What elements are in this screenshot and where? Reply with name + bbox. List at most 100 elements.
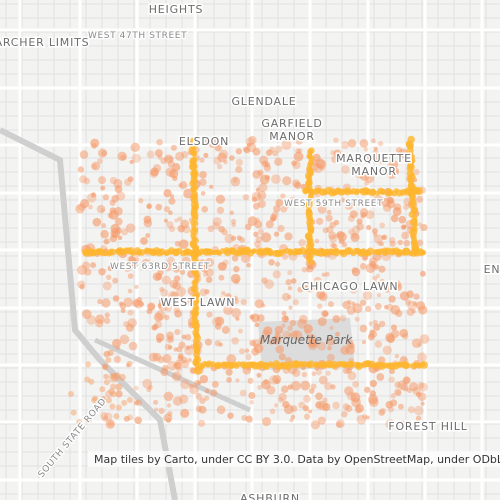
point: [273, 205, 281, 213]
point: [187, 357, 192, 363]
point: [218, 149, 229, 159]
point: [123, 415, 130, 422]
point: [105, 274, 112, 281]
point: [259, 174, 270, 185]
point: [85, 417, 92, 424]
point: [372, 149, 379, 157]
point: [70, 409, 77, 416]
point: [127, 273, 134, 279]
point: [274, 261, 281, 267]
point: [400, 420, 405, 425]
point: [375, 273, 381, 279]
point: [163, 413, 173, 423]
point: [212, 221, 220, 230]
point: [264, 279, 274, 289]
place-label: MARQUETTE: [336, 152, 412, 165]
point: [341, 410, 348, 418]
point: [97, 158, 103, 164]
point: [212, 217, 222, 227]
point: [200, 138, 208, 146]
point: [273, 231, 280, 237]
point: [100, 185, 106, 191]
point: [103, 317, 111, 325]
point: [189, 384, 199, 395]
point: [221, 326, 230, 334]
point: [116, 345, 121, 351]
point: [419, 334, 430, 344]
point: [339, 314, 347, 322]
point: [245, 415, 253, 423]
point: [298, 401, 306, 409]
point: [400, 355, 408, 363]
point: [213, 156, 222, 165]
point: [114, 217, 123, 226]
point: [352, 303, 363, 314]
point: [347, 371, 357, 381]
point: [254, 240, 261, 248]
point: [181, 359, 190, 369]
point: [168, 210, 173, 215]
point: [373, 234, 384, 244]
point: [278, 353, 286, 361]
point: [98, 176, 107, 185]
point: [207, 225, 215, 233]
point: [369, 330, 378, 339]
point: [76, 419, 83, 426]
point: [281, 385, 289, 393]
point: [236, 235, 242, 241]
point: [129, 159, 134, 165]
point: [163, 218, 169, 223]
point: [176, 286, 187, 297]
point: [102, 194, 109, 201]
point: [351, 225, 361, 234]
point: [181, 256, 191, 266]
point: [252, 147, 261, 156]
point: [316, 281, 325, 291]
point: [420, 401, 425, 406]
point: [107, 212, 113, 219]
point: [235, 158, 243, 167]
point: [242, 146, 249, 152]
corridor-point: [287, 248, 294, 254]
point: [415, 195, 424, 203]
point: [298, 314, 308, 324]
point: [398, 215, 407, 224]
point: [349, 210, 358, 219]
point: [225, 368, 233, 376]
point: [79, 175, 88, 184]
point: [227, 412, 234, 419]
point: [340, 345, 350, 355]
point: [155, 203, 163, 211]
corridor-point: [313, 362, 319, 369]
point: [244, 348, 250, 353]
point: [145, 233, 151, 238]
point: [230, 176, 241, 187]
point: [313, 163, 323, 174]
point: [101, 150, 107, 157]
point: [203, 152, 209, 158]
point: [229, 210, 234, 216]
point: [290, 414, 296, 419]
point: [346, 391, 356, 401]
point: [278, 397, 284, 403]
point: [389, 171, 395, 177]
point: [266, 149, 273, 156]
point: [128, 341, 138, 351]
point: [121, 399, 128, 406]
point: [198, 405, 207, 414]
point: [103, 373, 109, 380]
point: [165, 167, 176, 177]
point: [160, 368, 169, 377]
point: [163, 189, 172, 198]
point: [115, 383, 123, 391]
point: [245, 137, 255, 147]
point: [80, 198, 90, 209]
point: [163, 262, 173, 272]
corridor-point: [421, 250, 427, 256]
point: [200, 191, 206, 196]
point: [316, 290, 326, 300]
point: [315, 401, 323, 409]
point: [378, 157, 385, 164]
point: [352, 380, 360, 388]
corridor-point: [307, 258, 315, 266]
